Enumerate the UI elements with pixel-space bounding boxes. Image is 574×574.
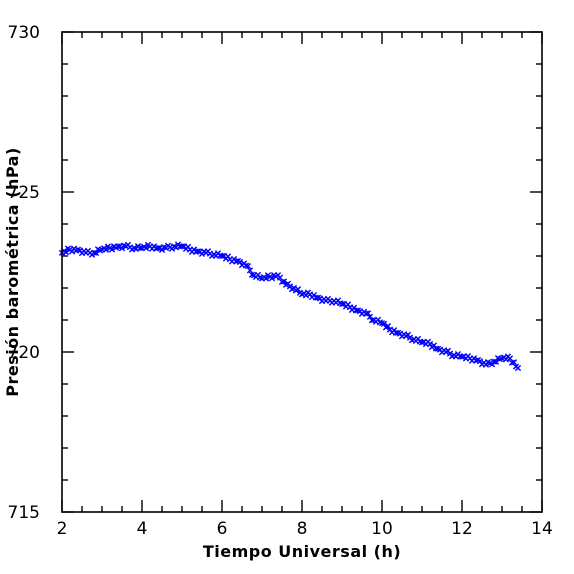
x-axis-label: Tiempo Universal (h): [203, 542, 401, 561]
data-point: [384, 322, 392, 330]
y-tick-label: 715: [8, 503, 40, 523]
x-tick-label: 6: [217, 519, 228, 539]
data-point: [142, 245, 150, 252]
axis-ticks: [61, 31, 543, 513]
data-point: [476, 358, 484, 365]
data-point: [218, 252, 226, 260]
data-point: [108, 246, 116, 253]
x-tick-label: 4: [137, 519, 148, 539]
data-point: [364, 310, 372, 317]
plot-frame: [61, 31, 543, 513]
x-tick-label: 10: [371, 519, 393, 539]
x-tick-label: 8: [297, 519, 308, 539]
data-point: [262, 275, 270, 282]
data-point: [136, 244, 144, 252]
data-point: [246, 267, 254, 274]
data-point: [92, 249, 100, 257]
data-point: [154, 244, 162, 252]
x-tick-label: 14: [531, 519, 553, 539]
data-point: [102, 246, 110, 253]
data-point: [510, 359, 518, 366]
data-point: [268, 275, 276, 282]
y-tick-label: 730: [8, 23, 40, 43]
data-point: [368, 317, 376, 324]
data-point: [178, 243, 186, 250]
y-tick-label: 720: [8, 343, 40, 363]
data-point: [114, 243, 122, 250]
y-tick-label: 725: [8, 183, 40, 203]
x-tick-label: 12: [451, 519, 473, 539]
data-point: [194, 248, 202, 255]
data-point: [236, 258, 244, 266]
x-tick-label: 2: [57, 519, 68, 539]
tick-labels: 2 4 6 8 10 12 14 715 720 725 730: [8, 23, 553, 539]
y-axis-label: Presión barométrica (hPa): [3, 147, 22, 397]
data-point: [294, 286, 302, 293]
data-point: [62, 249, 70, 256]
data-point: [280, 278, 288, 285]
data-point: [492, 358, 500, 365]
data-point: [514, 364, 522, 372]
data-points: [58, 241, 522, 372]
data-point: [338, 300, 346, 308]
data-point: [380, 320, 388, 327]
data-point: [244, 262, 252, 270]
data-point: [426, 340, 434, 348]
